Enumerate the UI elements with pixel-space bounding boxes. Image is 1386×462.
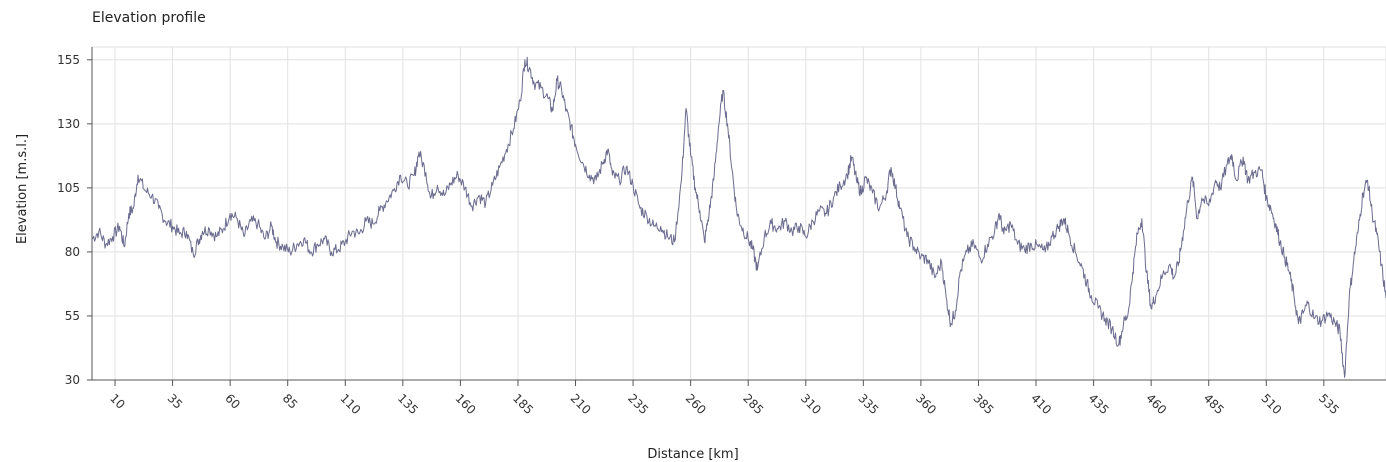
x-tick-label: 185 [510, 391, 536, 417]
x-tick-label: 235 [625, 391, 651, 417]
x-tick-label: 485 [1201, 391, 1227, 417]
x-tick-label: 160 [452, 391, 478, 417]
y-tick-label: 80 [65, 245, 80, 259]
chart-title: Elevation profile [92, 10, 206, 26]
x-tick-label: 10 [107, 391, 128, 412]
axes [87, 47, 1386, 386]
x-tick-label: 535 [1316, 391, 1342, 417]
x-tick-label: 110 [337, 391, 363, 417]
x-tick-label: 135 [395, 391, 421, 417]
y-tick-label: 155 [57, 53, 80, 67]
x-tick-label: 35 [165, 391, 186, 412]
x-axis-label: Distance [km] [647, 447, 738, 462]
y-axis-label: Elevation [m.s.l.] [15, 134, 30, 244]
y-tick-labels: 30 55 80 105 130 155 [57, 53, 80, 387]
x-tick-labels: 10 35 60 85 110 135 160 185 210 235 260 285 310 335 36… [107, 391, 1342, 417]
x-tick-label: 460 [1143, 391, 1169, 417]
y-tick-label: 105 [57, 181, 80, 195]
x-tick-label: 385 [971, 391, 997, 417]
elevation-line [91, 56, 1386, 378]
y-tick-label: 30 [65, 373, 80, 387]
x-tick-label: 360 [913, 391, 939, 417]
y-tick-label: 55 [65, 309, 80, 323]
x-tick-label: 410 [1028, 391, 1054, 417]
x-tick-label: 310 [798, 391, 824, 417]
x-tick-label: 85 [280, 391, 301, 412]
x-tick-label: 260 [683, 391, 709, 417]
x-tick-label: 60 [222, 391, 243, 412]
x-tick-label: 285 [740, 391, 766, 417]
y-tick-label: 130 [57, 117, 80, 131]
grid-lines [91, 46, 1386, 381]
x-tick-label: 335 [855, 391, 881, 417]
x-tick-label: 510 [1258, 391, 1284, 417]
plot-area [91, 46, 1386, 381]
x-tick-label: 435 [1086, 391, 1112, 417]
x-tick-label: 210 [568, 391, 594, 417]
